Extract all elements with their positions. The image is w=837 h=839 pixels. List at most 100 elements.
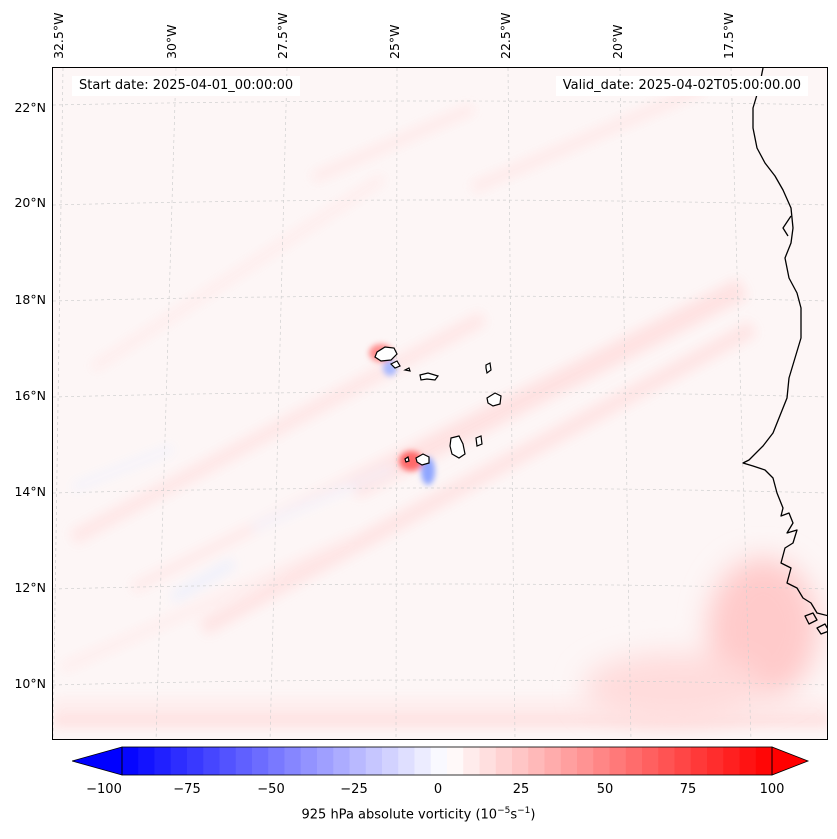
- parallel-20n: [53, 199, 827, 206]
- colorbar-cell: [235, 747, 253, 775]
- colorbar-cell: [658, 747, 676, 775]
- colorbar-cell: [479, 747, 497, 775]
- parallel-14n: [53, 487, 827, 494]
- island-santa-luzia: [403, 367, 411, 372]
- start-date-label: Start date: 2025-04-01_00:00:00: [72, 76, 301, 96]
- colorbar-tick-0: 0: [433, 782, 443, 797]
- colorbar-cell: [544, 747, 562, 775]
- parallel-22n: [53, 100, 827, 106]
- colorbar-tick-100: 100: [759, 782, 785, 797]
- lon-label-27.5w: 27.5°W: [275, 12, 290, 59]
- island-santiago: [449, 435, 466, 459]
- island-sao-vicente: [389, 360, 401, 369]
- colorbar-cell: [642, 747, 659, 775]
- colorbar-cell: [707, 747, 724, 775]
- colorbar-cell: [430, 747, 448, 775]
- island-sal: [485, 362, 492, 375]
- lat-label-16n: 16°N: [14, 388, 46, 403]
- colorbar-cell: [284, 747, 302, 775]
- island-sao-nicolau: [419, 372, 439, 381]
- vortex-pos-south: [399, 451, 423, 471]
- colorbar-extend-min: [72, 746, 123, 776]
- colorbar-cell: [593, 747, 611, 775]
- colorbar-label-prefix: 925 hPa absolute vorticity (10: [301, 807, 498, 823]
- colorbar-cell: [122, 747, 139, 775]
- streak-pos: [61, 534, 355, 672]
- colorbar-label-exp2: −1: [517, 806, 531, 816]
- meridian-32.5w: [53, 68, 64, 739]
- lat-label-12n: 12°N: [14, 580, 46, 595]
- colorbar-cell: [317, 747, 334, 775]
- meridian-22.5w: [507, 68, 516, 739]
- lat-label-14n: 14°N: [14, 484, 46, 499]
- colorbar-label-exp1: −5: [497, 806, 511, 816]
- colorbar-cell: [560, 747, 578, 775]
- africa-coast: [742, 68, 827, 617]
- island-santo-antao: [374, 346, 398, 362]
- colorbar-cell: [723, 747, 741, 775]
- meridian-17.5w: [730, 68, 752, 739]
- colorbar-tick-neg75: −75: [173, 782, 201, 797]
- streak-pos: [90, 174, 386, 372]
- colorbar-cells: [122, 747, 773, 775]
- colorbar-cell: [463, 747, 481, 775]
- colorbar-tick-75: 75: [679, 782, 697, 797]
- colorbar-outline: [121, 746, 773, 776]
- colorbar-tick-50: 50: [596, 782, 614, 797]
- colorbar-cell: [187, 747, 204, 775]
- colorbar-cell: [674, 747, 692, 775]
- colorbar-cell: [512, 747, 529, 775]
- colorbar-cell: [252, 747, 269, 775]
- colorbar-cell: [138, 747, 156, 775]
- colorbar-cell: [203, 747, 221, 775]
- parallel-10n: [53, 679, 827, 686]
- vorticity-map: [53, 68, 827, 739]
- cape-verde-dakar: [782, 215, 792, 237]
- colorbar-label-mid: s: [510, 807, 518, 823]
- colorbar-cell: [414, 747, 432, 775]
- colorbar: [72, 746, 810, 776]
- coastal-vorticity: [583, 558, 818, 723]
- coastline: [742, 68, 827, 635]
- colorbar-label-suffix: ): [530, 807, 536, 823]
- colorbar-cell: [170, 747, 188, 775]
- colorbar-cell: [495, 747, 513, 775]
- colorbar-cell: [625, 747, 643, 775]
- meridian-25w: [395, 68, 398, 739]
- parallel-16n: [53, 391, 827, 398]
- cape-verde-islands: [374, 346, 502, 466]
- colorbar-cell: [333, 747, 351, 775]
- valid-date-label: Valid_date: 2025-04-02T05:00:00.00: [555, 76, 808, 96]
- streak-pos: [311, 103, 475, 183]
- colorbar-cell: [755, 747, 773, 775]
- island-fogo: [415, 453, 430, 466]
- colorbar-tick-neg100: −100: [86, 782, 122, 797]
- lat-label-22n: 22°N: [14, 100, 46, 115]
- blob-se-2: [583, 653, 763, 723]
- lat-label-20n: 20°N: [14, 195, 46, 210]
- colorbar-tick-neg50: −50: [257, 782, 285, 797]
- colorbar-tick-neg25: −25: [340, 782, 368, 797]
- colorbar-tick-25: 25: [512, 782, 530, 797]
- parallel-18n: [53, 295, 827, 302]
- lon-label-20w: 20°W: [610, 24, 625, 59]
- bissagos-1: [804, 612, 818, 625]
- field-background: [53, 68, 827, 739]
- colorbar-cell: [398, 747, 416, 775]
- map-panel[interactable]: [52, 67, 828, 740]
- lon-label-22.5w: 22.5°W: [498, 12, 513, 59]
- streak-pos: [199, 320, 757, 636]
- lon-label-32.5w: 32.5°W: [51, 12, 66, 59]
- band-bottom-2: [53, 700, 827, 708]
- colorbar-cell: [154, 747, 172, 775]
- island-maio: [475, 435, 483, 447]
- streak-pos: [471, 83, 705, 193]
- colorbar-cell: [447, 747, 464, 775]
- parallel-12n: [53, 583, 827, 590]
- colorbar-cell: [577, 747, 594, 775]
- colorbar-cell: [690, 747, 708, 775]
- colorbar-cell: [528, 747, 546, 775]
- lat-label-18n: 18°N: [14, 292, 46, 307]
- lon-label-25w: 25°W: [387, 24, 402, 59]
- colorbar-cell: [300, 747, 318, 775]
